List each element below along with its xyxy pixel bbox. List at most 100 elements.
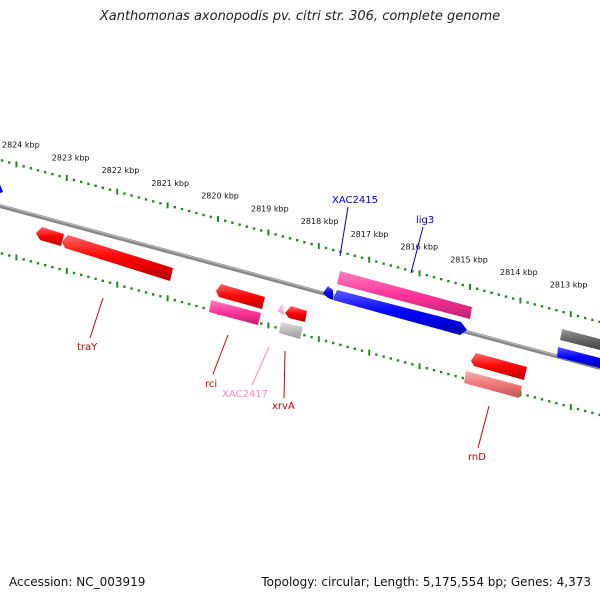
inner-minor-tick bbox=[144, 291, 148, 294]
outer-minor-tick bbox=[29, 167, 32, 170]
outer-minor-tick bbox=[533, 303, 536, 306]
inner-minor-tick bbox=[432, 369, 436, 372]
inner-minor-tick bbox=[101, 279, 104, 282]
outer-major-tick bbox=[317, 243, 320, 250]
outer-minor-tick bbox=[123, 192, 126, 195]
outer-minor-tick bbox=[137, 196, 140, 199]
inner-minor-tick bbox=[29, 260, 32, 263]
outer-minor-tick bbox=[584, 316, 587, 320]
kbp-label: 2819 kbp bbox=[251, 204, 289, 213]
outer-minor-tick bbox=[576, 314, 580, 318]
outer-minor-tick bbox=[202, 213, 205, 217]
outer-minor-tick bbox=[252, 227, 256, 230]
inner-major-tick bbox=[65, 268, 68, 274]
outer-minor-tick bbox=[332, 248, 335, 252]
outer-major-tick bbox=[217, 215, 219, 222]
outer-minor-tick bbox=[44, 171, 47, 174]
gene-xac2415[interactable] bbox=[323, 286, 333, 300]
outer-minor-tick bbox=[288, 237, 292, 240]
label-xrva: xrvA bbox=[272, 401, 295, 412]
map-title: Xanthomonas axonopodis pv. citri str. 30… bbox=[99, 9, 501, 24]
gene-forward-left-edge[interactable] bbox=[0, 184, 3, 193]
inner-major-tick bbox=[418, 363, 421, 370]
gene-right-gray[interactable] bbox=[557, 329, 600, 368]
kbp-label-group: 2824 kbp 2823 kbp 2822 kbp 2821 kbp 2820 kbp… bbox=[2, 141, 588, 290]
outer-minor-tick bbox=[512, 297, 515, 300]
inner-minor-tick bbox=[159, 295, 162, 298]
inner-minor-tick bbox=[152, 293, 155, 296]
inner-minor-tick bbox=[8, 254, 11, 257]
inner-major-tick bbox=[267, 322, 270, 329]
inner-major-tick bbox=[569, 404, 572, 411]
outer-minor-tick bbox=[238, 223, 241, 226]
gene-xrva[interactable] bbox=[279, 306, 307, 339]
gene-rnd[interactable] bbox=[464, 353, 527, 398]
outer-minor-tick bbox=[195, 211, 198, 215]
inner-minor-tick bbox=[346, 345, 349, 349]
inner-minor-tick bbox=[425, 367, 428, 370]
inner-minor-tick bbox=[382, 355, 385, 358]
outer-minor-tick bbox=[36, 169, 40, 172]
inner-minor-tick bbox=[562, 404, 565, 407]
accession-text: Accession: NC_003919 bbox=[9, 575, 146, 589]
inner-minor-tick bbox=[310, 335, 313, 339]
outer-minor-tick bbox=[396, 266, 400, 269]
outer-tick-track bbox=[0, 159, 600, 324]
inner-minor-tick bbox=[461, 376, 464, 380]
outer-minor-tick bbox=[152, 200, 155, 203]
outer-minor-tick bbox=[94, 184, 97, 187]
inner-minor-tick bbox=[526, 394, 529, 397]
outer-major-tick bbox=[469, 283, 471, 290]
inner-minor-tick bbox=[360, 349, 364, 352]
outer-minor-tick bbox=[260, 229, 263, 232]
outer-minor-tick bbox=[108, 188, 112, 191]
inner-minor-tick bbox=[584, 409, 587, 413]
genome-backbone bbox=[0, 204, 600, 370]
gene-left-small-red[interactable] bbox=[36, 227, 64, 246]
inner-minor-tick bbox=[51, 265, 54, 269]
outer-minor-tick bbox=[440, 277, 443, 281]
outer-minor-tick bbox=[231, 221, 234, 224]
outer-minor-tick bbox=[101, 186, 104, 189]
inner-minor-tick bbox=[454, 374, 457, 378]
outer-minor-tick bbox=[382, 262, 385, 265]
inner-minor-tick bbox=[555, 402, 558, 405]
inner-minor-tick bbox=[72, 271, 76, 275]
outer-minor-tick bbox=[483, 289, 486, 292]
outer-minor-tick bbox=[130, 194, 133, 197]
label-tray: traY bbox=[77, 342, 98, 353]
outer-minor-tick bbox=[526, 301, 529, 304]
label-rci: rci bbox=[205, 379, 217, 390]
inner-minor-tick bbox=[108, 281, 112, 284]
inner-major-tick bbox=[116, 281, 119, 288]
outer-minor-tick bbox=[389, 264, 392, 267]
inner-tick-track bbox=[0, 252, 600, 417]
outer-major-tick bbox=[15, 161, 18, 168]
inner-minor-tick bbox=[80, 273, 83, 277]
outer-major-tick bbox=[166, 202, 169, 209]
genome-backbone-highlight bbox=[0, 204, 600, 368]
inner-minor-tick bbox=[440, 370, 443, 374]
kbp-label: 2824 kbp bbox=[2, 141, 40, 150]
inner-minor-tick bbox=[274, 326, 277, 329]
outer-minor-tick bbox=[591, 318, 594, 322]
outer-minor-tick bbox=[72, 178, 76, 182]
kbp-label: 2817 kbp bbox=[351, 230, 389, 239]
label-xac2415: XAC2415 bbox=[332, 195, 378, 206]
outer-minor-tick bbox=[274, 233, 277, 236]
gene-rci[interactable] bbox=[209, 284, 265, 325]
inner-minor-tick bbox=[188, 302, 191, 306]
inner-minor-tick bbox=[332, 341, 335, 345]
outer-major-tick bbox=[65, 175, 68, 181]
inner-minor-tick bbox=[548, 400, 551, 403]
gene-xac2417[interactable] bbox=[277, 303, 284, 315]
gene-tray[interactable] bbox=[62, 235, 173, 281]
gene-lig3[interactable] bbox=[333, 271, 472, 335]
inner-minor-tick bbox=[598, 413, 600, 417]
outer-minor-tick bbox=[497, 293, 500, 296]
outer-minor-tick bbox=[346, 252, 349, 256]
outer-minor-tick bbox=[8, 161, 11, 164]
outer-minor-tick bbox=[159, 202, 162, 205]
inner-minor-tick bbox=[411, 363, 414, 366]
